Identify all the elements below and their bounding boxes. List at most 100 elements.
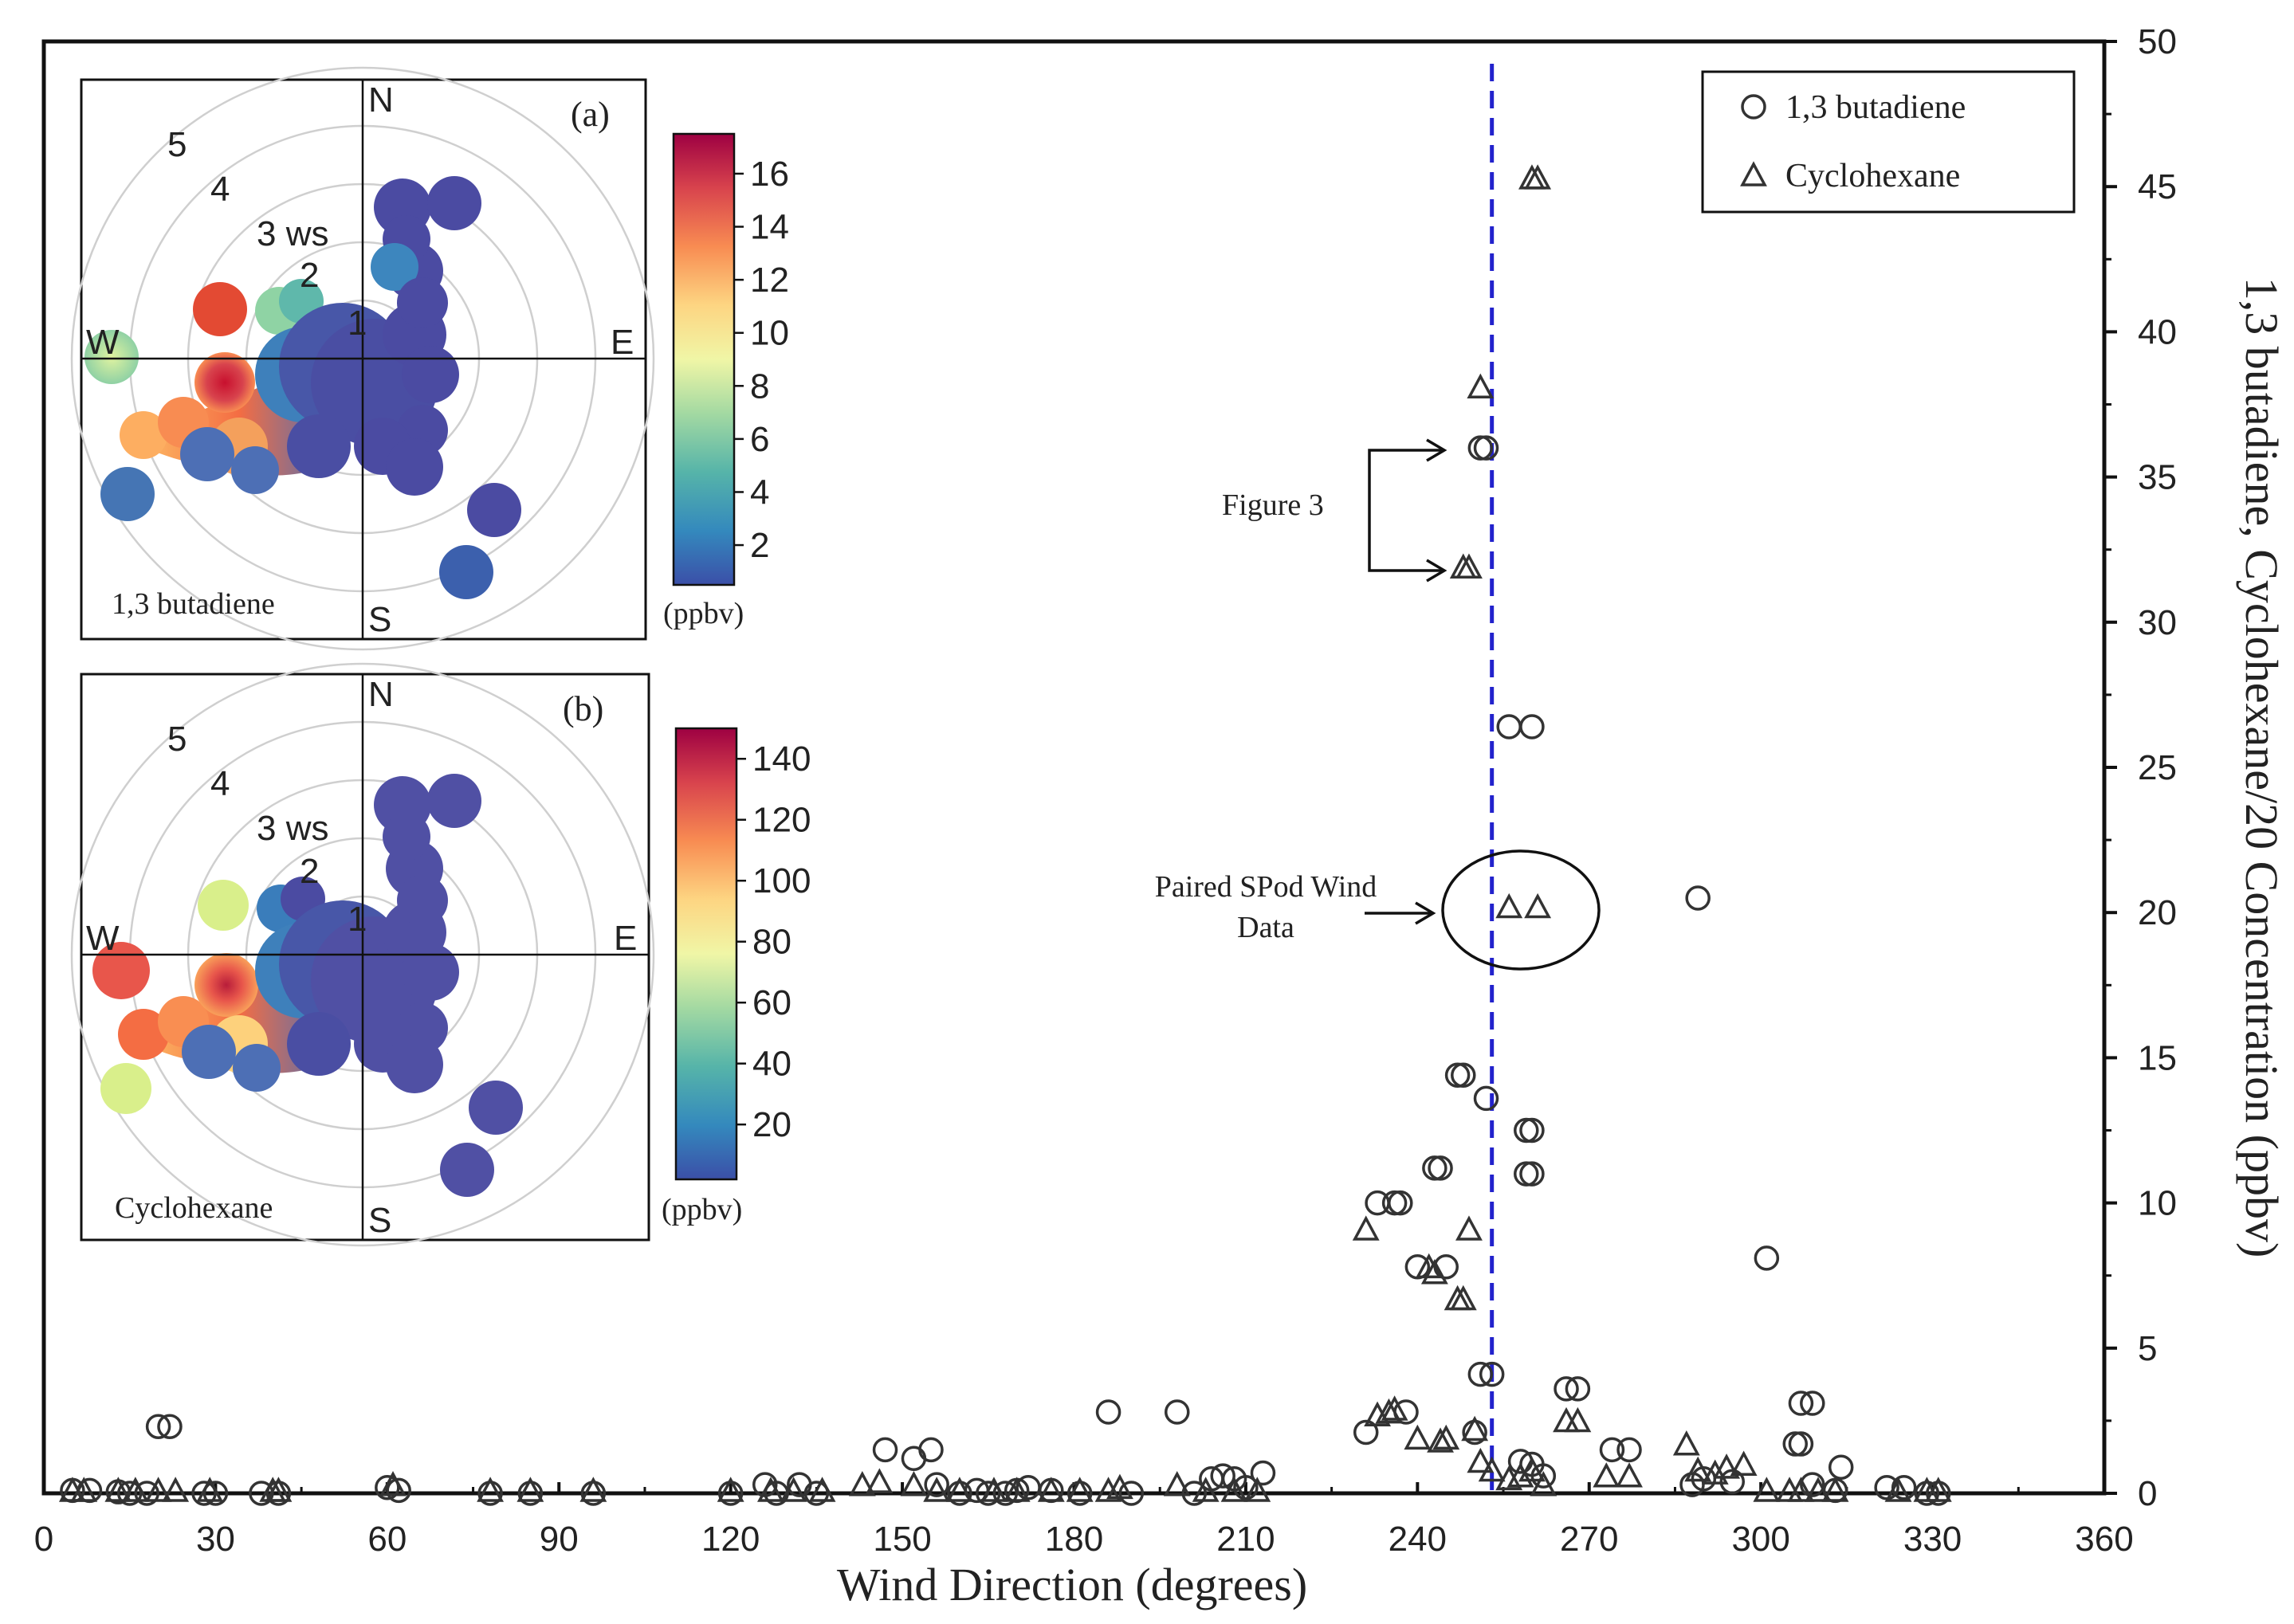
x-axis-title: Wind Direction (degrees) xyxy=(837,1559,1307,1610)
point-butadiene xyxy=(1428,1155,1453,1181)
colorbar-tick-label: 14 xyxy=(750,208,789,247)
point-butadiene xyxy=(1519,714,1545,739)
legend-label-butadiene: 1,3 butadiene xyxy=(1785,89,1966,126)
point-cyclohexane xyxy=(1003,1477,1031,1502)
annotation-paired-arrowhead xyxy=(1415,901,1436,925)
inset-a-panel-label: (a) xyxy=(571,95,610,134)
point-butadiene xyxy=(1444,1062,1471,1089)
x-tick-label: 60 xyxy=(367,1520,407,1559)
point-cyclohexane xyxy=(1106,1473,1133,1500)
legend-triangle-marker xyxy=(1740,161,1767,186)
point-cyclohexane xyxy=(1467,373,1495,399)
x-tick-label: 360 xyxy=(2075,1520,2133,1559)
inset-a: N E S W 1 2 3 ws 4 5 (a) 1,3 butadiene 2… xyxy=(70,66,789,651)
point-butadiene xyxy=(1616,1437,1642,1463)
colorbar-tick-label: 100 xyxy=(752,861,811,900)
point-cyclohexane xyxy=(1564,1406,1592,1433)
point-cyclohexane xyxy=(980,1477,1008,1502)
inset-a-colorbar-ticks: 2 4 6 8 10 12 14 16 xyxy=(734,155,789,565)
point-cyclohexane xyxy=(1524,164,1552,190)
point-cyclohexane xyxy=(1037,1477,1065,1502)
point-cyclohexane xyxy=(1730,1450,1758,1476)
point-cyclohexane xyxy=(196,1477,224,1502)
point-cyclohexane xyxy=(1449,1285,1477,1311)
point-butadiene xyxy=(1165,1399,1190,1425)
point-butadiene xyxy=(1353,1419,1379,1446)
x-tick-label: 150 xyxy=(873,1520,931,1559)
point-butadiene xyxy=(116,1481,143,1506)
point-cyclohexane xyxy=(1884,1477,1912,1502)
annotation-paired-line2: Data xyxy=(1237,911,1294,944)
point-cyclohexane xyxy=(579,1477,607,1502)
y-tick-label: 25 xyxy=(2138,748,2177,787)
point-cyclohexane xyxy=(866,1468,894,1493)
point-cyclohexane xyxy=(1753,1477,1781,1502)
colorbar-tick-label: 20 xyxy=(752,1105,792,1144)
point-butadiene xyxy=(1451,1062,1476,1089)
point-cyclohexane xyxy=(121,1477,149,1502)
inset-b-panel-label: (b) xyxy=(563,689,603,728)
annotation-arrowhead-upper xyxy=(1426,438,1447,462)
y-axis-title: 1,3 butadiene, Cyclohexane/20 Concentrat… xyxy=(2236,277,2288,1258)
point-butadiene xyxy=(1800,1472,1825,1497)
point-butadiene xyxy=(1118,1481,1145,1506)
point-butadiene xyxy=(157,1414,183,1439)
colorbar-tick-label: 6 xyxy=(750,420,769,459)
point-butadiene xyxy=(1388,1190,1413,1216)
inset-b: N E S W 1 2 3 ws 4 5 (b) Cyclohexane 20 4… xyxy=(70,662,811,1247)
point-butadiene xyxy=(1473,1085,1499,1112)
inset-a-ring-4: 4 xyxy=(210,170,230,209)
point-butadiene xyxy=(1496,714,1522,739)
point-butadiene xyxy=(1679,1472,1705,1497)
point-butadiene xyxy=(872,1437,898,1463)
legend-box xyxy=(1701,70,2076,214)
point-cyclohexane xyxy=(1701,1459,1729,1485)
point-butadiene xyxy=(918,1437,944,1463)
inset-a-north: N xyxy=(368,80,394,120)
point-butadiene xyxy=(386,1477,411,1504)
annotation-paired-ellipse xyxy=(1441,849,1601,971)
y-tick-label: 15 xyxy=(2138,1038,2177,1077)
y-tick-label: 10 xyxy=(2138,1184,2177,1223)
y-tick-label: 20 xyxy=(2138,893,2177,932)
inset-a-west: W xyxy=(86,323,120,362)
inset-b-colorbar xyxy=(674,727,738,1181)
point-butadiene xyxy=(1250,1460,1276,1486)
point-butadiene xyxy=(1519,1117,1545,1143)
x-tick-label: 30 xyxy=(196,1520,235,1559)
inset-b-colorbar-ticks: 20 40 60 80 100 120 140 xyxy=(737,739,811,1144)
point-butadiene xyxy=(1782,1431,1808,1457)
point-butadiene xyxy=(1530,1463,1557,1489)
colorbar-tick-label: 10 xyxy=(750,314,789,353)
point-cyclohexane xyxy=(1066,1477,1094,1502)
point-cyclohexane xyxy=(1375,1398,1403,1424)
inset-b-ring-3: 3 ws xyxy=(257,809,328,848)
point-butadiene xyxy=(901,1446,927,1472)
point-butadiene xyxy=(992,1481,1019,1506)
point-cyclohexane xyxy=(1220,1477,1248,1502)
point-cyclohexane xyxy=(379,1471,407,1497)
legend: 1,3 butadiene Cyclohexane xyxy=(1701,70,2076,214)
colorbar-tick-label: 2 xyxy=(750,526,769,565)
inset-b-ring-4: 4 xyxy=(210,764,230,803)
point-butadiene xyxy=(1467,435,1494,461)
inset-a-title: 1,3 butadiene xyxy=(112,587,275,621)
point-cyclohexane xyxy=(717,1477,744,1502)
point-butadiene xyxy=(976,1481,1001,1506)
inset-b-ring-2: 2 xyxy=(300,852,319,891)
colorbar-tick-label: 4 xyxy=(750,473,769,512)
x-tick-label: 0 xyxy=(34,1520,53,1559)
point-cyclohexane xyxy=(1420,1259,1448,1285)
legend-circle-marker xyxy=(1741,94,1766,120)
point-cyclohexane xyxy=(1924,1477,1952,1502)
colorbar-tick-label: 12 xyxy=(750,261,789,300)
inset-a-ring-5: 5 xyxy=(167,125,187,164)
annotation-figure3-label: Figure 3 xyxy=(1222,488,1324,522)
point-butadiene xyxy=(1754,1245,1780,1271)
point-cyclohexane xyxy=(1506,1462,1534,1488)
x-tick-label: 180 xyxy=(1045,1520,1103,1559)
inset-a-colorbar xyxy=(672,132,736,586)
x-tick-label: 90 xyxy=(540,1520,579,1559)
y-tick-label: 50 xyxy=(2138,22,2177,61)
